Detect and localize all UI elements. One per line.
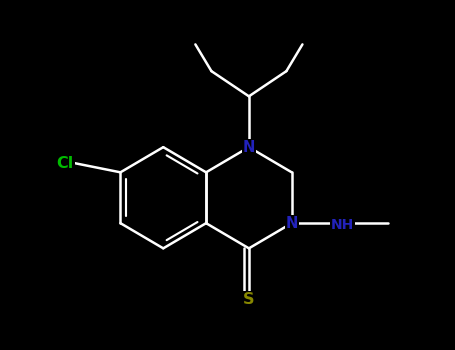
Text: Cl: Cl [57, 156, 74, 171]
Text: N: N [286, 216, 298, 231]
Text: N: N [243, 140, 255, 155]
Text: NH: NH [331, 218, 354, 232]
Text: S: S [243, 292, 255, 307]
